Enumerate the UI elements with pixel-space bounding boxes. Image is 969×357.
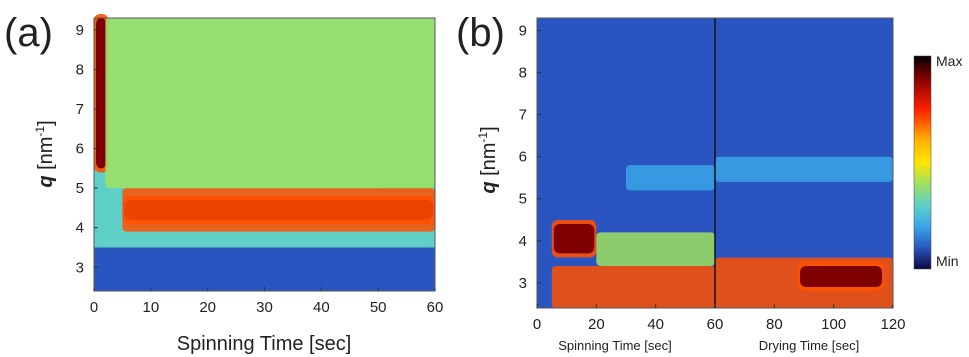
x-tick-label: 60 xyxy=(707,316,724,333)
heatmap-feature xyxy=(715,156,893,182)
heatmap-feature xyxy=(800,265,883,287)
panel-b-ticks: 0 20 40 60 80 100 120 3 4 5 6 7 8 9 xyxy=(519,23,906,333)
y-tick-label: 8 xyxy=(76,61,84,78)
heatmap-feature xyxy=(553,223,595,254)
heatmap-feature xyxy=(626,165,715,191)
x-tick-label: 50 xyxy=(370,299,387,316)
x-tick-label: 80 xyxy=(766,316,783,333)
y-tick-label: 7 xyxy=(76,101,84,118)
x-tick-label: 60 xyxy=(427,299,444,316)
x-tick-label: 0 xyxy=(90,299,98,316)
panel-a-xlabel: Spinning Time [sec] xyxy=(177,333,352,355)
heatmap-feature xyxy=(94,247,435,291)
y-tick-label: 9 xyxy=(519,23,527,40)
panel-b-xlabel-drying: Drying Time [sec] xyxy=(759,338,859,353)
y-tick-label: 8 xyxy=(519,65,527,82)
y-tick-label: 5 xyxy=(76,180,84,197)
y-tick-label: 3 xyxy=(519,275,527,292)
x-tick-label: 20 xyxy=(199,299,216,316)
panel-b-ylabel: q [nm-1] xyxy=(476,126,500,193)
x-tick-label: 30 xyxy=(256,299,273,316)
colorbar-max-label: Max xyxy=(936,53,962,69)
colorbar xyxy=(913,55,932,270)
y-tick-label: 6 xyxy=(76,141,84,158)
x-tick-label: 20 xyxy=(588,316,605,333)
panel-a-ylabel: q [nm-1] xyxy=(33,120,57,187)
y-tick-label: 7 xyxy=(519,107,527,124)
panel-b-label: (b) xyxy=(456,11,505,55)
heatmap-feature xyxy=(96,18,107,169)
panel-a: (a) 0 10 20 30 40 50 60 3 4 5 6 7 8 9 q [nm-1] Spinni… xyxy=(4,11,443,355)
y-tick-label: 4 xyxy=(76,220,84,237)
y-tick-label: 4 xyxy=(519,233,527,250)
x-tick-label: 10 xyxy=(142,299,159,316)
y-tick-label: 5 xyxy=(519,191,527,208)
heatmap-feature xyxy=(596,232,715,266)
y-tick-label: 9 xyxy=(76,22,84,39)
colorbar-min-label: Min xyxy=(936,253,959,269)
x-tick-label: 40 xyxy=(647,316,664,333)
heatmap-feature xyxy=(122,188,436,232)
y-tick-label: 3 xyxy=(76,259,84,276)
x-tick-label: 40 xyxy=(313,299,330,316)
heatmap-feature xyxy=(551,265,715,308)
panel-a-ticks: 0 10 20 30 40 50 60 3 4 5 6 7 8 9 xyxy=(76,22,444,316)
x-tick-label: 120 xyxy=(880,316,905,333)
x-tick-label: 0 xyxy=(533,316,541,333)
panel-b-xlabel-spinning: Spinning Time [sec] xyxy=(558,338,671,353)
heatmap-feature xyxy=(105,18,435,189)
panel-b: (b) 0 20 40 60 80 100 120 3 4 5 6 7 8 9 q [nm-1] Spin… xyxy=(456,11,962,353)
x-tick-label: 100 xyxy=(821,316,846,333)
panel-a-label: (a) xyxy=(4,11,53,55)
y-tick-label: 6 xyxy=(519,149,527,166)
panel-a-heatmap xyxy=(94,14,436,291)
